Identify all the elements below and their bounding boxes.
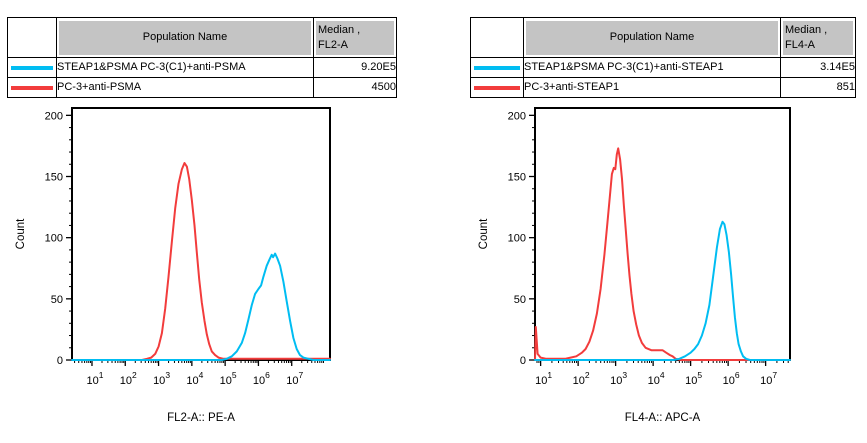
svg-text:FL4-A:: APC-A: FL4-A:: APC-A xyxy=(625,412,701,424)
swatch-cell xyxy=(7,77,57,98)
swatch-cell xyxy=(470,57,524,78)
svg-text:103: 103 xyxy=(610,370,627,387)
svg-text:106: 106 xyxy=(253,370,270,387)
median-header-line2: FL2-A xyxy=(318,38,348,51)
svg-text:Count: Count xyxy=(478,218,490,249)
svg-text:102: 102 xyxy=(573,370,590,387)
median-header-line2: FL4-A xyxy=(785,38,815,51)
svg-text:50: 50 xyxy=(514,294,526,306)
svg-text:50: 50 xyxy=(51,294,63,306)
median-value-cell: 9.20E5 xyxy=(313,57,397,78)
cyan-series-swatch xyxy=(10,65,54,70)
population-name-header: Population Name xyxy=(56,17,314,58)
svg-text:0: 0 xyxy=(520,355,526,367)
svg-text:100: 100 xyxy=(508,233,526,245)
stats-table-fl2: Population Name Median , FL2-A STEAP1&PS… xyxy=(7,17,397,98)
median-header-line1: Median , xyxy=(318,23,361,36)
swatch-column-header xyxy=(470,17,524,58)
red-series-swatch xyxy=(474,85,520,90)
table-row: STEAP1&PSMA PC-3(C1)+anti-STEAP1 3.14E5 xyxy=(470,57,856,78)
table-row: PC-3+anti-PSMA 4500 xyxy=(7,77,397,98)
svg-text:106: 106 xyxy=(723,370,740,387)
svg-text:107: 107 xyxy=(760,370,777,387)
stats-table-fl4: Population Name Median , FL4-A STEAP1&PS… xyxy=(470,17,856,98)
population-cell: PC-3+anti-PSMA xyxy=(56,77,314,98)
svg-text:102: 102 xyxy=(120,370,137,387)
svg-text:107: 107 xyxy=(286,370,303,387)
median-header-line1: Median , xyxy=(785,23,828,36)
svg-text:101: 101 xyxy=(86,370,103,387)
median-value-cell: 4500 xyxy=(313,77,397,98)
svg-text:105: 105 xyxy=(220,370,237,387)
svg-text:101: 101 xyxy=(535,370,552,387)
svg-text:104: 104 xyxy=(186,370,203,387)
svg-text:103: 103 xyxy=(153,370,170,387)
population-header-box: Population Name xyxy=(526,20,778,55)
table-header-row: Population Name Median , FL2-A xyxy=(7,17,397,58)
svg-text:150: 150 xyxy=(45,172,63,184)
svg-text:100: 100 xyxy=(45,233,63,245)
median-header-box: Median , FL4-A xyxy=(783,20,853,55)
svg-text:105: 105 xyxy=(685,370,702,387)
median-header-box: Median , FL2-A xyxy=(316,20,394,55)
population-name-header: Population Name xyxy=(523,17,781,58)
table-row: PC-3+anti-STEAP1 851 xyxy=(470,77,856,98)
cyan-series-swatch xyxy=(474,65,520,70)
swatch-cell xyxy=(470,77,524,98)
red-series-swatch xyxy=(10,85,54,90)
median-header: Median , FL2-A xyxy=(313,17,397,58)
svg-text:200: 200 xyxy=(508,110,526,122)
median-value-cell: 851 xyxy=(780,77,856,98)
svg-text:0: 0 xyxy=(57,355,63,367)
median-value-cell: 3.14E5 xyxy=(780,57,856,78)
population-header-box: Population Name xyxy=(59,20,311,55)
population-cell: STEAP1&PSMA PC-3(C1)+anti-STEAP1 xyxy=(523,57,781,78)
population-cell: PC-3+anti-STEAP1 xyxy=(523,77,781,98)
svg-text:104: 104 xyxy=(648,370,665,387)
svg-text:Count: Count xyxy=(15,218,27,249)
swatch-column-header xyxy=(7,17,57,58)
svg-text:150: 150 xyxy=(508,172,526,184)
median-header: Median , FL4-A xyxy=(780,17,856,58)
swatch-cell xyxy=(7,57,57,78)
table-row: STEAP1&PSMA PC-3(C1)+anti-PSMA 9.20E5 xyxy=(7,57,397,78)
svg-text:200: 200 xyxy=(45,110,63,122)
svg-text:FL2-A:: PE-A: FL2-A:: PE-A xyxy=(167,412,235,424)
population-cell: STEAP1&PSMA PC-3(C1)+anti-PSMA xyxy=(56,57,314,78)
table-header-row: Population Name Median , FL4-A xyxy=(470,17,856,58)
